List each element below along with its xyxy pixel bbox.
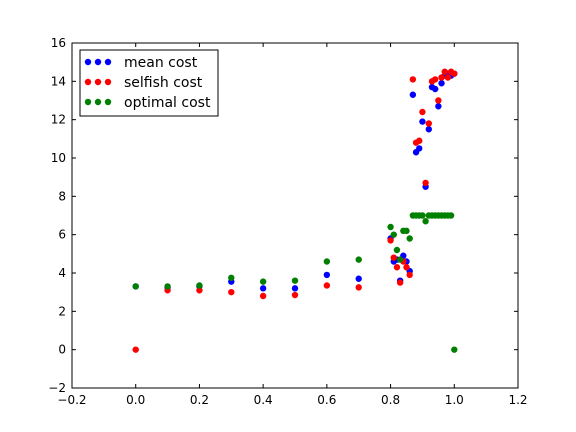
legend-marker-selfish-cost	[84, 78, 92, 86]
x-tick-label: −0.2	[57, 393, 86, 407]
point-selfish-cost-6	[323, 282, 331, 289]
point-mean-cost-22	[431, 85, 439, 93]
point-mean-cost-7	[355, 275, 362, 282]
point-optimal-cost-27	[447, 212, 455, 219]
axis-ticks: −0.2 0.0 0.2 0.4 0.6 0.8 1.0 1.2 −2 0 2 4 6 8 10 12 14 16	[48, 36, 527, 407]
point-optimal-cost-28	[451, 346, 458, 353]
point-optimal-cost-10	[393, 246, 401, 254]
legend: mean cost selfish cost optimal cost	[79, 49, 219, 117]
point-mean-cost-20	[425, 126, 432, 133]
point-mean-cost-17	[416, 145, 423, 152]
point-mean-cost-5	[291, 285, 299, 292]
point-mean-cost-4	[259, 285, 267, 292]
point-selfish-cost-15	[409, 76, 417, 83]
point-mean-cost-15	[409, 91, 417, 98]
point-selfish-cost-10	[393, 264, 401, 271]
y-tick-label: 2	[58, 304, 66, 318]
x-tick-label: 0.2	[190, 393, 209, 407]
point-optimal-cost-11	[396, 256, 404, 263]
point-optimal-cost-5	[291, 277, 299, 284]
point-mean-cost-6	[323, 271, 331, 279]
point-selfish-cost-0	[132, 346, 139, 353]
point-selfish-cost-8	[387, 237, 394, 244]
legend-marker-mean-cost	[104, 58, 112, 66]
y-tick-label: 6	[58, 228, 66, 242]
point-selfish-cost-7	[355, 284, 362, 291]
point-selfish-cost-22	[431, 76, 439, 83]
point-optimal-cost-7	[355, 256, 362, 263]
point-selfish-cost-19	[422, 179, 429, 187]
point-selfish-cost-14	[406, 271, 413, 279]
point-optimal-cost-18	[419, 212, 426, 219]
y-tick-label: 8	[58, 189, 66, 203]
point-selfish-cost-11	[396, 279, 404, 286]
legend-label: selfish cost	[124, 75, 203, 91]
point-selfish-cost-17	[416, 137, 423, 144]
point-selfish-cost-3	[228, 288, 235, 296]
point-selfish-cost-13	[403, 264, 410, 271]
y-tick-label: 14	[51, 74, 66, 88]
x-tick-label: 1.2	[508, 393, 527, 407]
y-tick-label: −2	[48, 381, 66, 395]
point-selfish-cost-23	[435, 97, 442, 104]
legend-marker-optimal-cost	[84, 98, 92, 106]
legend-marker-selfish-cost	[94, 78, 102, 86]
point-optimal-cost-6	[323, 258, 331, 265]
point-selfish-cost-26	[444, 74, 452, 81]
point-selfish-cost-20	[425, 120, 432, 127]
legend-marker-mean-cost	[84, 58, 92, 66]
point-optimal-cost-19	[422, 218, 429, 225]
point-optimal-cost-3	[228, 274, 235, 281]
x-tick-label: 0.4	[254, 393, 273, 407]
legend-marker-optimal-cost	[104, 98, 112, 106]
point-selfish-cost-5	[291, 291, 299, 299]
point-selfish-cost-24	[438, 74, 445, 81]
point-mean-cost-18	[419, 118, 426, 125]
data-points	[132, 68, 458, 353]
y-tick-label: 10	[51, 151, 66, 165]
plot-area-frame	[71, 42, 519, 389]
point-selfish-cost-4	[259, 292, 267, 300]
y-tick-label: 0	[58, 343, 66, 357]
legend-label: mean cost	[124, 55, 198, 71]
point-selfish-cost-2	[196, 287, 203, 294]
legend-marker-optimal-cost	[94, 98, 102, 106]
y-tick-label: 4	[58, 266, 66, 280]
y-tick-label: 12	[51, 113, 66, 127]
x-tick-label: 0.0	[126, 393, 145, 407]
point-selfish-cost-9	[390, 254, 397, 261]
legend-marker-mean-cost	[94, 58, 102, 66]
x-tick-label: 0.8	[381, 393, 400, 407]
y-tick-label: 16	[51, 36, 66, 50]
point-optimal-cost-0	[132, 283, 139, 290]
x-tick-label: 0.6	[317, 393, 336, 407]
point-optimal-cost-8	[387, 223, 394, 231]
point-optimal-cost-9	[390, 231, 397, 238]
point-selfish-cost-25	[441, 68, 448, 75]
point-optimal-cost-13	[403, 227, 410, 235]
legend-label: optimal cost	[124, 95, 211, 111]
legend-marker-selfish-cost	[104, 78, 112, 86]
point-selfish-cost-18	[419, 108, 426, 116]
point-optimal-cost-1	[164, 283, 171, 290]
point-selfish-cost-28	[451, 70, 458, 77]
legend-box	[79, 49, 219, 117]
x-tick-label: 1.0	[445, 393, 464, 407]
point-mean-cost-24	[438, 80, 445, 87]
point-mean-cost-23	[435, 103, 442, 110]
point-optimal-cost-14	[406, 235, 413, 242]
point-optimal-cost-4	[259, 278, 267, 285]
point-optimal-cost-2	[196, 282, 203, 289]
